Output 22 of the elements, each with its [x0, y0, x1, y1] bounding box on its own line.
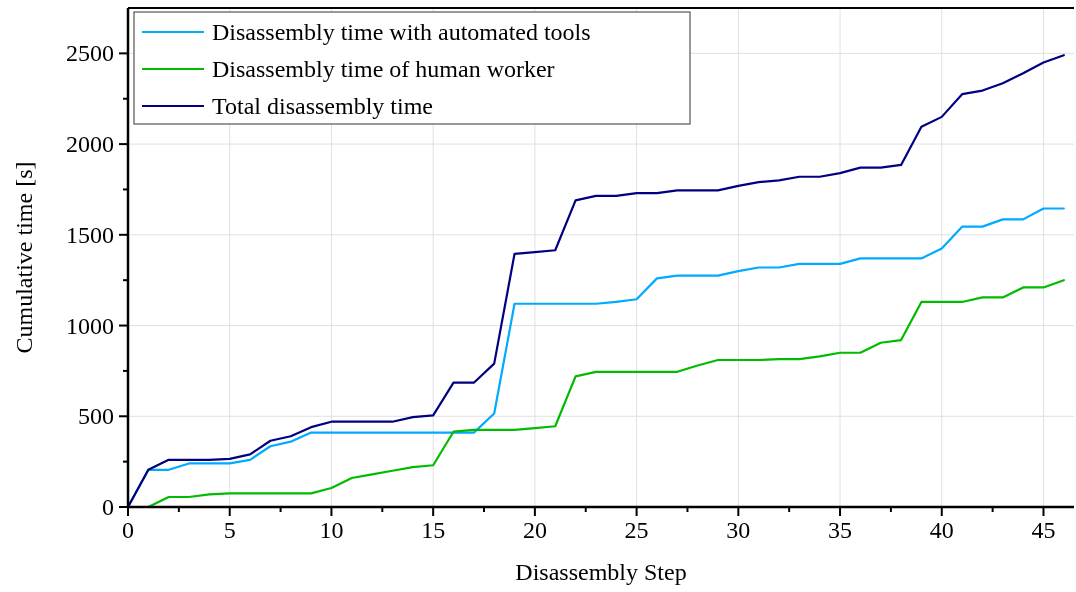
x-tick-label: 5	[223, 517, 236, 543]
legend-label: Disassembly time with automated tools	[212, 19, 591, 45]
y-tick-label: 1000	[66, 312, 114, 339]
legend-label: Total disassembly time	[212, 93, 433, 119]
x-tick-label: 0	[122, 517, 134, 543]
x-tick-label: 25	[624, 517, 649, 543]
line-series	[128, 54, 1065, 507]
x-tick-label: 40	[929, 517, 954, 543]
y-tick-label: 2000	[66, 131, 114, 158]
x-tick-label: 20	[522, 517, 547, 543]
x-axis-title: Disassembly Step	[515, 559, 687, 585]
y-tick-label: 2500	[66, 40, 114, 67]
x-tick-label: 15	[421, 517, 446, 543]
y-axis-title: Cumulative time [s]	[11, 161, 37, 354]
y-tick-label: 0	[102, 494, 114, 520]
x-tick-label: 35	[828, 517, 853, 543]
x-tick-label: 30	[726, 517, 751, 543]
y-tick-label: 1500	[66, 221, 114, 248]
y-tick-label: 500	[78, 403, 114, 430]
x-tick-label: 10	[319, 517, 344, 543]
x-tick-label: 45	[1031, 517, 1056, 543]
legend-label: Disassembly time of human worker	[212, 56, 555, 82]
